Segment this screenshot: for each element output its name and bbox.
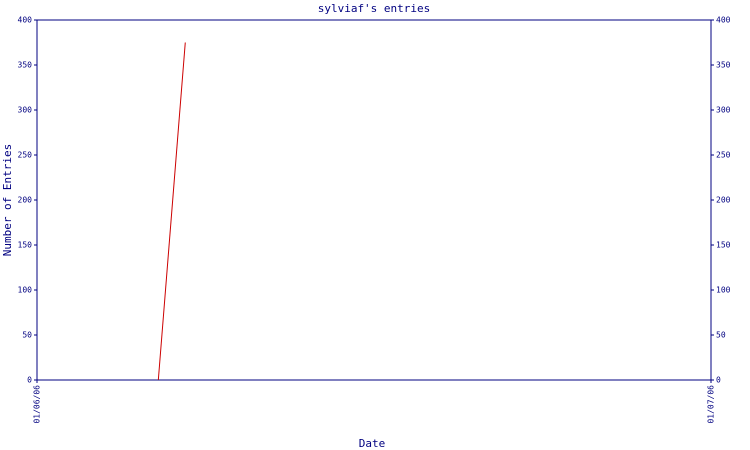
y-tick-label-right: 50 xyxy=(716,331,726,340)
y-tick-label: 200 xyxy=(18,196,33,205)
y-tick-label: 150 xyxy=(18,241,33,250)
y-tick-label-right: 0 xyxy=(716,376,721,385)
y-tick-label: 350 xyxy=(18,61,33,70)
y-tick-label-right: 300 xyxy=(716,106,731,115)
data-line xyxy=(157,42,186,381)
x-axis-label: Date xyxy=(359,437,386,450)
y-tick-label-right: 400 xyxy=(716,16,731,25)
y-tick-label-right: 350 xyxy=(716,61,731,70)
plot-frame xyxy=(36,19,712,381)
y-tick-label: 100 xyxy=(18,286,33,295)
chart-title: sylviaf's entries xyxy=(318,2,431,15)
y-axis-label: Number of Entries xyxy=(1,144,14,257)
y-tick-label: 50 xyxy=(22,331,32,340)
y-tick-label: 300 xyxy=(18,106,33,115)
y-tick-label-right: 200 xyxy=(716,196,731,205)
y-tick-label: 250 xyxy=(18,151,33,160)
y-tick-label-right: 250 xyxy=(716,151,731,160)
y-tick-label: 400 xyxy=(18,16,33,25)
y-tick-label-right: 150 xyxy=(716,241,731,250)
x-tick-label: 01/06/06 xyxy=(33,385,42,424)
x-tick-label: 01/07/06 xyxy=(707,385,716,424)
y-tick-label-right: 100 xyxy=(716,286,731,295)
y-tick-label: 0 xyxy=(27,376,32,385)
